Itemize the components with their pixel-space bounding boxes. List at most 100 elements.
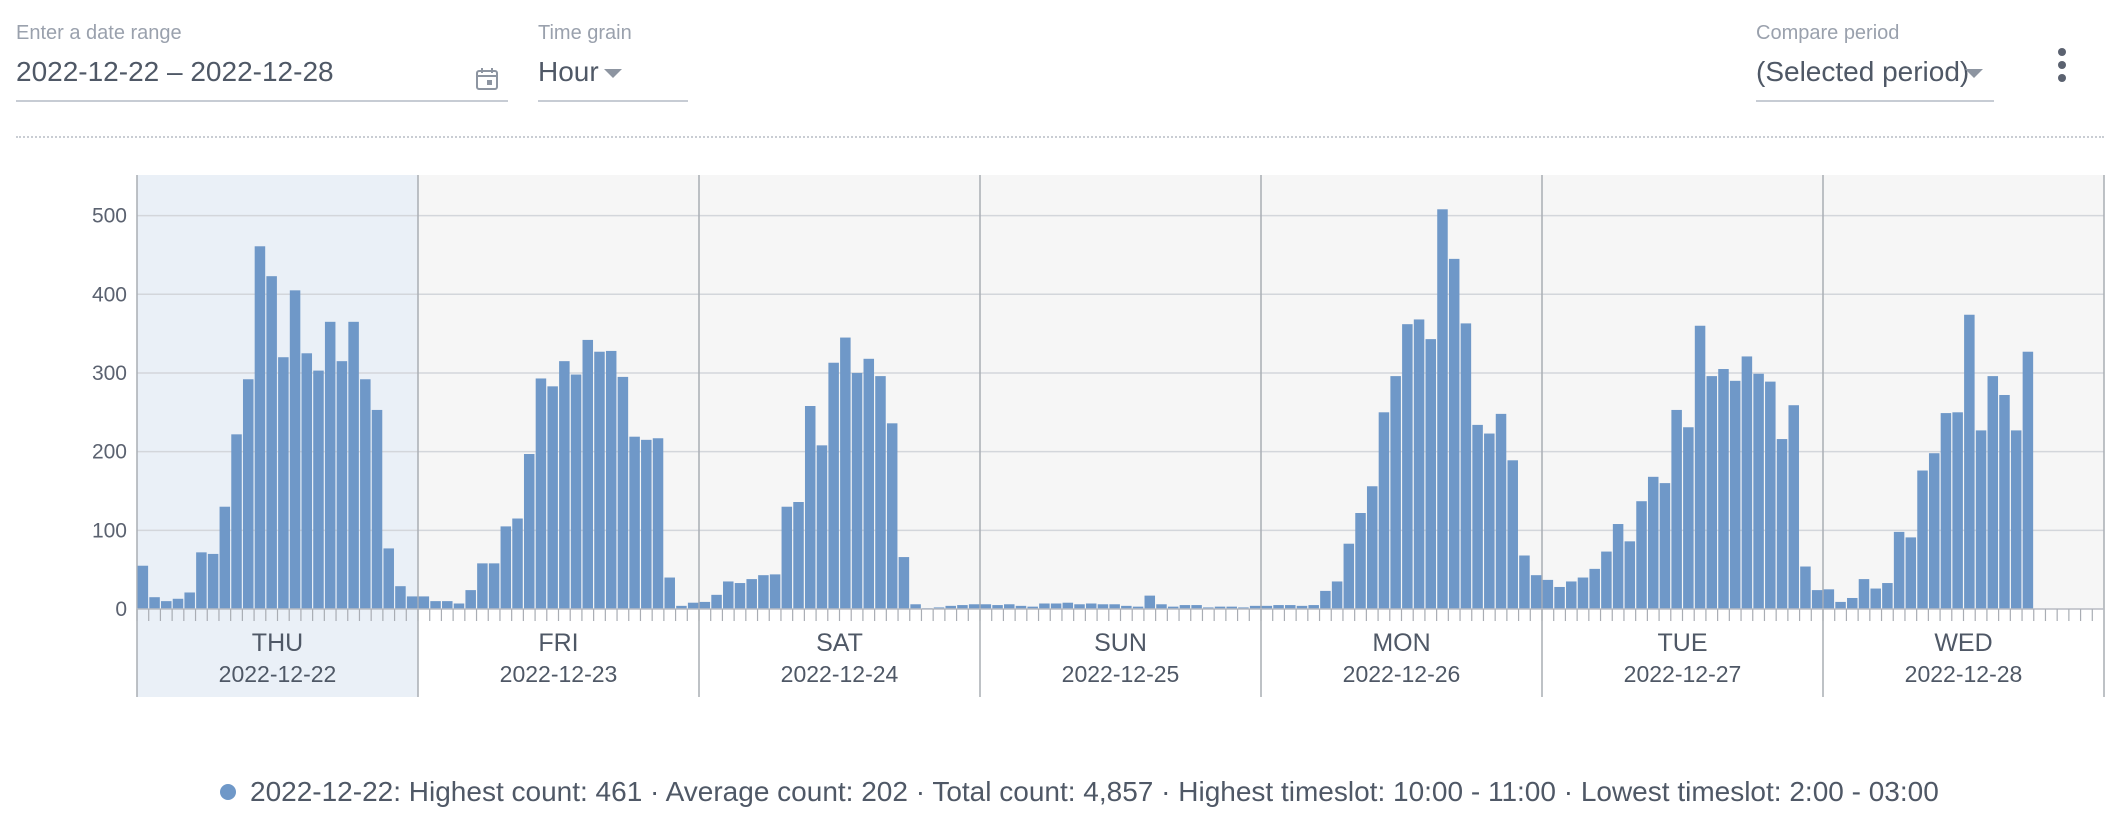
bar — [1425, 339, 1437, 609]
bar — [1167, 606, 1179, 609]
bar — [219, 506, 231, 609]
bar — [1495, 413, 1507, 609]
bar — [1050, 603, 1062, 609]
compare-period-value[interactable]: (Selected period) — [1756, 56, 1970, 87]
bar — [1893, 531, 1905, 609]
bar — [500, 526, 512, 609]
bar — [1214, 606, 1226, 609]
bar — [278, 357, 289, 609]
bar — [1987, 376, 1999, 609]
bar — [968, 604, 980, 609]
y-tick-label: 0 — [115, 598, 127, 621]
bar — [488, 563, 500, 609]
bar — [1132, 606, 1144, 609]
bar — [1800, 566, 1811, 609]
bar — [559, 361, 570, 609]
bar — [1144, 595, 1156, 609]
compare-period-underline — [1756, 100, 1994, 102]
bar — [313, 370, 324, 609]
bar — [594, 351, 605, 609]
bar — [395, 586, 406, 609]
bar — [1448, 258, 1460, 609]
bar — [758, 575, 769, 609]
bar — [582, 339, 594, 609]
bar — [1085, 603, 1097, 609]
bar — [1039, 603, 1050, 609]
bar — [477, 563, 488, 609]
bar — [1273, 605, 1284, 609]
bar — [828, 362, 839, 609]
day-label: THU — [252, 629, 303, 657]
time-grain-value[interactable]: Hour — [538, 56, 599, 87]
bar — [629, 436, 640, 609]
bar — [523, 454, 535, 609]
bar — [1484, 433, 1495, 609]
bar — [1331, 581, 1343, 609]
bar — [1343, 543, 1355, 609]
bar — [1741, 356, 1753, 609]
bar — [1507, 460, 1518, 609]
bar — [1917, 470, 1928, 609]
bar — [957, 605, 968, 609]
more-vertical-icon[interactable] — [2052, 48, 2072, 88]
bar — [1823, 589, 1835, 609]
bar — [992, 605, 1003, 609]
bar — [465, 590, 476, 609]
bar — [980, 604, 992, 609]
bar — [453, 603, 465, 609]
bar — [1530, 575, 1542, 609]
bar — [804, 406, 816, 609]
bar — [1437, 209, 1448, 609]
bar — [1226, 606, 1237, 609]
bar — [1121, 605, 1132, 609]
bar — [1905, 537, 1917, 609]
bar — [149, 597, 160, 609]
bar — [1390, 376, 1401, 609]
bar — [242, 379, 254, 609]
y-tick-label: 200 — [92, 441, 127, 464]
bar — [1519, 555, 1530, 609]
day-label: MON — [1372, 629, 1430, 657]
bar — [617, 376, 629, 609]
date-range-underline — [16, 100, 508, 102]
bar — [605, 350, 617, 609]
bar — [1074, 604, 1085, 609]
bar — [1015, 605, 1027, 609]
date-label: 2022-12-26 — [1343, 661, 1461, 687]
legend-dot — [220, 784, 236, 800]
bar — [1811, 590, 1823, 609]
bar — [1964, 314, 1975, 609]
bar — [570, 374, 582, 609]
bar — [1566, 581, 1577, 609]
bar — [231, 434, 242, 609]
bar — [137, 565, 149, 609]
bar — [324, 321, 336, 609]
bar — [851, 372, 863, 609]
bar — [512, 518, 523, 609]
chevron-down-icon[interactable] — [604, 69, 622, 78]
date-range-label: Enter a date range — [16, 22, 182, 44]
summary-legend: 2022-12-22: Highest count: 461 · Average… — [220, 776, 1939, 808]
bar — [418, 596, 430, 609]
bar — [161, 601, 172, 609]
bar — [207, 553, 219, 609]
date-label: 2022-12-22 — [219, 661, 337, 687]
chevron-down-icon[interactable] — [1965, 69, 1983, 78]
bar — [769, 574, 781, 609]
bar — [406, 596, 418, 609]
bar — [933, 607, 945, 609]
bar — [1308, 605, 1319, 609]
bar — [1729, 380, 1741, 609]
bar — [1999, 394, 2010, 609]
date-label: 2022-12-27 — [1624, 661, 1742, 687]
bar — [1402, 324, 1413, 609]
bar — [289, 290, 301, 609]
bar — [1320, 590, 1331, 609]
bar — [1460, 323, 1472, 609]
bar — [1671, 409, 1682, 609]
bar — [1601, 551, 1612, 609]
calendar-icon[interactable] — [474, 66, 500, 92]
bar — [898, 557, 910, 609]
bar — [1624, 541, 1636, 609]
date-range-input[interactable]: 2022-12-22 – 2022-12-28 — [16, 56, 334, 87]
